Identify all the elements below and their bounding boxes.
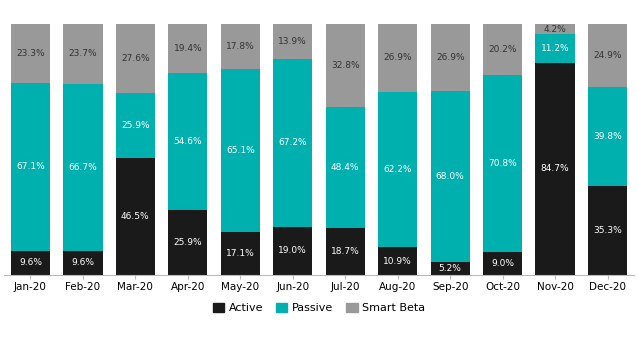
Bar	[378, 92, 417, 247]
Text: 70.8%: 70.8%	[488, 159, 517, 168]
Bar	[221, 232, 260, 275]
Text: 11.2%: 11.2%	[541, 44, 570, 53]
Bar	[431, 91, 470, 262]
Bar	[535, 34, 575, 62]
Bar	[378, 24, 417, 92]
Bar	[325, 107, 365, 228]
Text: 23.7%: 23.7%	[68, 49, 97, 58]
Text: 39.8%: 39.8%	[593, 132, 622, 141]
Bar	[168, 73, 207, 210]
Bar	[168, 25, 207, 73]
Bar	[273, 227, 313, 275]
Text: 32.8%: 32.8%	[331, 61, 360, 70]
Text: 17.1%: 17.1%	[226, 249, 255, 258]
Text: 35.3%: 35.3%	[593, 226, 622, 235]
Text: 26.9%: 26.9%	[436, 53, 464, 62]
Bar	[11, 83, 50, 251]
Text: 62.2%: 62.2%	[383, 165, 412, 174]
Bar	[115, 93, 155, 158]
Bar	[273, 24, 313, 59]
Bar	[431, 24, 470, 91]
Text: 67.1%: 67.1%	[16, 162, 45, 171]
Bar	[115, 158, 155, 275]
Text: 48.4%: 48.4%	[331, 163, 359, 172]
Bar	[11, 24, 50, 83]
Bar	[221, 69, 260, 232]
Bar	[588, 24, 627, 87]
Bar	[483, 75, 523, 252]
Text: 25.9%: 25.9%	[121, 121, 150, 130]
Bar	[588, 87, 627, 186]
Text: 5.2%: 5.2%	[439, 264, 462, 273]
Text: 17.8%: 17.8%	[226, 42, 255, 51]
Text: 25.9%: 25.9%	[174, 238, 202, 247]
Text: 54.6%: 54.6%	[174, 137, 202, 146]
Text: 4.2%: 4.2%	[544, 25, 567, 34]
Text: 9.6%: 9.6%	[71, 258, 94, 267]
Text: 18.7%: 18.7%	[331, 247, 360, 256]
Bar	[63, 251, 103, 275]
Text: 84.7%: 84.7%	[541, 164, 570, 173]
Text: 67.2%: 67.2%	[278, 138, 307, 147]
Bar	[63, 24, 103, 84]
Bar	[483, 24, 523, 75]
Text: 68.0%: 68.0%	[436, 172, 464, 181]
Text: 24.9%: 24.9%	[593, 51, 622, 60]
Bar	[378, 247, 417, 275]
Bar	[483, 252, 523, 275]
Text: 19.4%: 19.4%	[174, 44, 202, 53]
Text: 66.7%: 66.7%	[68, 163, 97, 172]
Bar	[11, 251, 50, 275]
Bar	[273, 59, 313, 227]
Bar	[588, 186, 627, 275]
Bar	[63, 84, 103, 251]
Bar	[535, 24, 575, 34]
Bar	[168, 210, 207, 275]
Text: 46.5%: 46.5%	[121, 212, 150, 221]
Text: 9.0%: 9.0%	[491, 259, 514, 268]
Text: 23.3%: 23.3%	[16, 49, 45, 58]
Text: 65.1%: 65.1%	[226, 146, 255, 155]
Bar	[535, 62, 575, 275]
Text: 13.9%: 13.9%	[278, 37, 307, 46]
Bar	[221, 24, 260, 69]
Text: 26.9%: 26.9%	[383, 54, 412, 62]
Legend: Active, Passive, Smart Beta: Active, Passive, Smart Beta	[209, 299, 429, 318]
Bar	[115, 24, 155, 93]
Text: 9.6%: 9.6%	[19, 258, 42, 267]
Text: 20.2%: 20.2%	[489, 45, 517, 54]
Text: 10.9%: 10.9%	[383, 256, 412, 266]
Bar	[325, 228, 365, 275]
Bar	[325, 25, 365, 107]
Text: 19.0%: 19.0%	[278, 246, 307, 255]
Text: 27.6%: 27.6%	[121, 54, 150, 63]
Bar	[431, 262, 470, 275]
